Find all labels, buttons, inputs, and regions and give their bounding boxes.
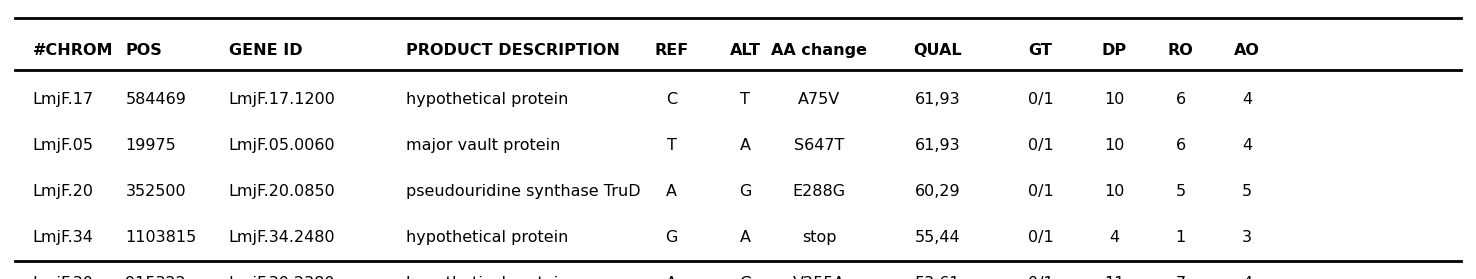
Text: LmjF.30.2380: LmjF.30.2380 (229, 276, 335, 279)
Text: C: C (666, 92, 677, 107)
Text: 4: 4 (1110, 230, 1119, 245)
Text: 0/1: 0/1 (1027, 276, 1054, 279)
Text: A: A (666, 184, 677, 199)
Text: LmjF.20.0850: LmjF.20.0850 (229, 184, 335, 199)
Text: RO: RO (1168, 43, 1194, 58)
Text: 53,61: 53,61 (915, 276, 959, 279)
Text: 0/1: 0/1 (1027, 230, 1054, 245)
Text: LmjF.17: LmjF.17 (32, 92, 93, 107)
Text: 10: 10 (1104, 92, 1125, 107)
Text: POS: POS (125, 43, 162, 58)
Text: 61,93: 61,93 (915, 138, 959, 153)
Text: 3: 3 (1243, 230, 1252, 245)
Text: LmjF.20: LmjF.20 (32, 184, 93, 199)
Text: DP: DP (1101, 43, 1128, 58)
Text: A75V: A75V (799, 92, 840, 107)
Text: 10: 10 (1104, 138, 1125, 153)
Text: hypothetical protein: hypothetical protein (406, 276, 568, 279)
Text: 7: 7 (1176, 276, 1185, 279)
Text: 584469: 584469 (125, 92, 186, 107)
Text: GENE ID: GENE ID (229, 43, 303, 58)
Text: 4: 4 (1243, 276, 1252, 279)
Text: 6: 6 (1176, 92, 1185, 107)
Text: A: A (739, 138, 751, 153)
Text: S647T: S647T (794, 138, 844, 153)
Text: hypothetical protein: hypothetical protein (406, 92, 568, 107)
Text: ALT: ALT (729, 43, 762, 58)
Text: QUAL: QUAL (914, 43, 961, 58)
Text: PRODUCT DESCRIPTION: PRODUCT DESCRIPTION (406, 43, 620, 58)
Text: AO: AO (1234, 43, 1261, 58)
Text: stop: stop (801, 230, 837, 245)
Text: G: G (739, 184, 751, 199)
Text: 55,44: 55,44 (915, 230, 959, 245)
Text: 1103815: 1103815 (125, 230, 196, 245)
Text: 5: 5 (1176, 184, 1185, 199)
Text: 6: 6 (1176, 138, 1185, 153)
Text: LmjF.05: LmjF.05 (32, 138, 93, 153)
Text: 352500: 352500 (125, 184, 186, 199)
Text: 61,93: 61,93 (915, 92, 959, 107)
Text: G: G (666, 230, 677, 245)
Text: 1: 1 (1176, 230, 1185, 245)
Text: 19975: 19975 (125, 138, 176, 153)
Text: LmjF.34: LmjF.34 (32, 230, 93, 245)
Text: 0/1: 0/1 (1027, 184, 1054, 199)
Text: G: G (739, 276, 751, 279)
Text: 4: 4 (1243, 138, 1252, 153)
Text: V255A: V255A (793, 276, 846, 279)
Text: 4: 4 (1243, 92, 1252, 107)
Text: E288G: E288G (793, 184, 846, 199)
Text: 5: 5 (1243, 184, 1252, 199)
Text: LmjF.17.1200: LmjF.17.1200 (229, 92, 335, 107)
Text: 0/1: 0/1 (1027, 92, 1054, 107)
Text: T: T (741, 92, 750, 107)
Text: AA change: AA change (770, 43, 868, 58)
Text: A: A (739, 230, 751, 245)
Text: pseudouridine synthase TruD: pseudouridine synthase TruD (406, 184, 641, 199)
Text: hypothetical protein: hypothetical protein (406, 230, 568, 245)
Text: 11: 11 (1104, 276, 1125, 279)
Text: 0/1: 0/1 (1027, 138, 1054, 153)
Text: #CHROM: #CHROM (32, 43, 114, 58)
Text: LmjF.05.0060: LmjF.05.0060 (229, 138, 335, 153)
Text: A: A (666, 276, 677, 279)
Text: major vault protein: major vault protein (406, 138, 561, 153)
Text: GT: GT (1029, 43, 1052, 58)
Text: REF: REF (654, 43, 689, 58)
Text: T: T (667, 138, 676, 153)
Text: 60,29: 60,29 (915, 184, 959, 199)
Text: LmjF.34.2480: LmjF.34.2480 (229, 230, 335, 245)
Text: LmjF.30: LmjF.30 (32, 276, 93, 279)
Text: 915322: 915322 (125, 276, 186, 279)
Text: 10: 10 (1104, 184, 1125, 199)
